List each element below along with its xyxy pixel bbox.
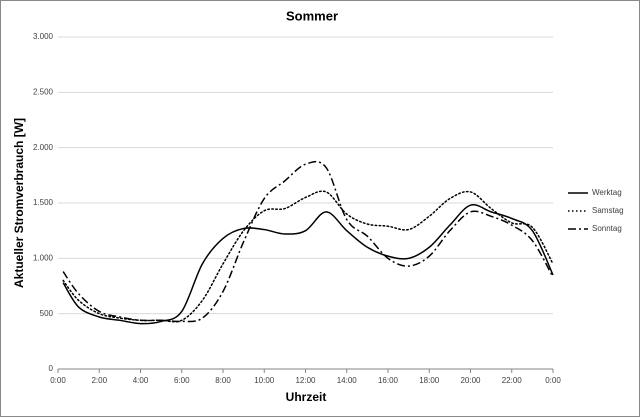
- y-tick-label: 0: [49, 364, 54, 373]
- x-tick-label: 14:00: [337, 376, 358, 385]
- y-tick-label: 3.000: [33, 32, 54, 41]
- x-tick-label: 0:00: [545, 376, 561, 385]
- x-tick-label: 16:00: [378, 376, 399, 385]
- y-tick-label: 2.000: [33, 143, 54, 152]
- x-tick-label: 4:00: [133, 376, 149, 385]
- x-tick-label: 22:00: [502, 376, 523, 385]
- legend-label: Sonntag: [592, 224, 622, 233]
- x-tick-label: 0:00: [50, 376, 66, 385]
- y-tick-label: 500: [40, 309, 54, 318]
- x-tick-label: 6:00: [174, 376, 190, 385]
- x-tick-label: 18:00: [419, 376, 440, 385]
- x-tick-label: 20:00: [460, 376, 481, 385]
- legend-label: Werktag: [592, 188, 622, 197]
- x-tick-label: 12:00: [295, 376, 316, 385]
- x-tick-label: 8:00: [215, 376, 231, 385]
- y-tick-label: 1.000: [33, 253, 54, 262]
- y-axis-label: Aktueller Stromverbrauch [W]: [12, 118, 26, 288]
- line: [62, 204, 554, 325]
- legend-label: Samstag: [592, 206, 624, 215]
- y-tick-label: 1.500: [33, 198, 54, 207]
- x-tick-label: 10:00: [254, 376, 275, 385]
- chart-title: Sommer: [286, 8, 338, 23]
- y-tick-label: 2.500: [33, 87, 54, 96]
- x-axis-label: Uhrzeit: [286, 390, 327, 404]
- x-tick-label: 2:00: [91, 376, 107, 385]
- line: [62, 160, 554, 323]
